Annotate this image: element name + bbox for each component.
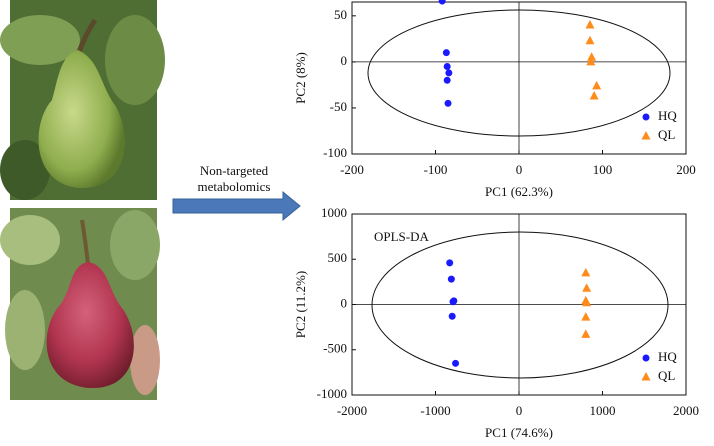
point — [448, 312, 456, 320]
annotation: OPLS-DA — [374, 229, 430, 244]
y-tick-label: -500 — [323, 341, 347, 356]
point — [444, 99, 452, 107]
x-tick-label: -1000 — [420, 403, 450, 418]
x-tick-label: 1000 — [590, 403, 616, 418]
point — [585, 20, 595, 29]
legend-marker — [641, 131, 651, 140]
y-tick-label: 0 — [341, 53, 348, 68]
y-tick-label: 0 — [341, 295, 348, 310]
confidence-ellipse — [371, 231, 669, 379]
point — [438, 0, 446, 5]
x-tick-label: 0 — [516, 162, 523, 177]
x-tick-label: 200 — [676, 162, 696, 177]
point — [585, 35, 595, 45]
point — [581, 329, 591, 338]
y-axis-title: PC2 (8%) — [293, 52, 308, 104]
legend-label: HQ — [658, 349, 677, 364]
point — [442, 49, 450, 57]
point — [446, 259, 454, 267]
point — [582, 283, 592, 292]
arrow — [172, 190, 301, 222]
y-tick-label: -50 — [330, 99, 347, 114]
x-tick-label: -100 — [424, 162, 448, 177]
y-tick-label: -100 — [323, 145, 347, 160]
arrow-label: Non-targeted — [200, 163, 269, 178]
y-tick-label: 500 — [328, 250, 348, 265]
y-tick-label: 50 — [334, 7, 347, 22]
x-tick-label: 0 — [516, 403, 523, 418]
arrow-label: metabolomics — [198, 179, 271, 194]
point — [589, 90, 599, 100]
point — [445, 69, 453, 77]
point — [581, 267, 591, 277]
y-tick-label: 1000 — [321, 205, 347, 220]
point — [581, 312, 591, 321]
legend-marker — [642, 354, 650, 362]
x-tick-label: -200 — [340, 162, 364, 177]
x-axis-title: PC1 (62.3%) — [485, 184, 553, 199]
point — [452, 359, 460, 367]
point — [449, 298, 457, 306]
x-tick-label: 100 — [593, 162, 613, 177]
point — [443, 76, 451, 84]
point — [586, 56, 596, 66]
red-pear-photo — [0, 208, 160, 400]
y-tick-label: -1000 — [317, 386, 347, 401]
legend-label: QL — [658, 127, 675, 142]
point — [447, 275, 455, 283]
point — [443, 62, 451, 70]
x-tick-label: 2000 — [673, 403, 699, 418]
x-axis-title: PC1 (74.6%) — [485, 425, 553, 440]
legend-marker — [641, 372, 651, 381]
y-axis-title: PC2 (11.2%) — [293, 271, 308, 338]
confidence-ellipse — [367, 9, 671, 137]
legend-marker — [642, 113, 650, 121]
legend-label: QL — [658, 368, 675, 383]
point — [587, 52, 597, 61]
x-tick-label: -2000 — [337, 403, 367, 418]
point — [592, 80, 602, 90]
point — [582, 297, 592, 307]
green-pear-photo — [0, 0, 165, 200]
legend-label: HQ — [658, 108, 677, 123]
